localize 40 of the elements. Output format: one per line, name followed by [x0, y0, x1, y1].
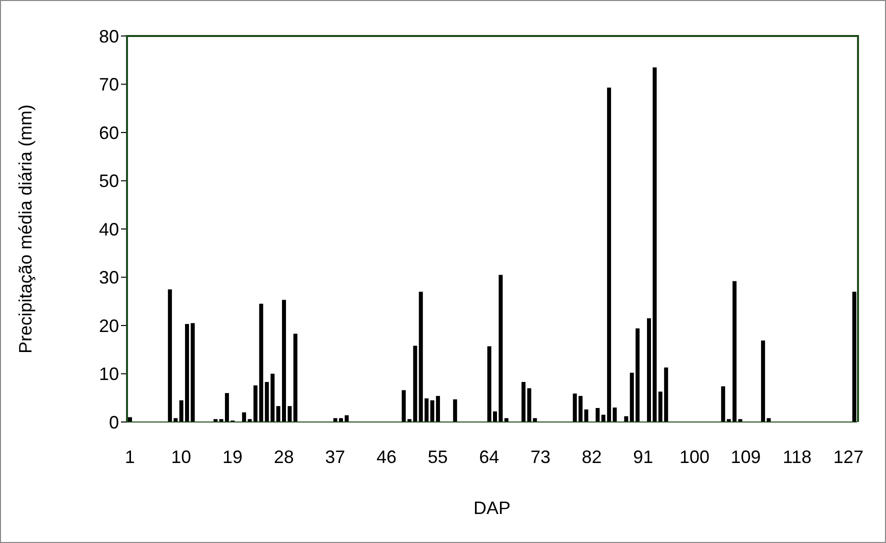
bar — [852, 292, 856, 422]
x-tick-label: 46 — [376, 446, 397, 467]
bar — [624, 416, 628, 422]
bar — [761, 340, 766, 422]
bar — [721, 386, 726, 422]
y-tick-label: 10 — [98, 364, 119, 384]
x-tick-label: 19 — [222, 446, 243, 467]
bar — [596, 408, 600, 422]
bar — [293, 334, 298, 422]
y-tick-label: 70 — [98, 74, 119, 95]
y-tick-label: 60 — [98, 122, 119, 143]
x-tick-label: 1 — [124, 446, 135, 467]
x-tick-label: 118 — [782, 446, 812, 467]
y-tick-label: 20 — [98, 316, 119, 336]
bar — [584, 409, 588, 422]
bar — [453, 399, 458, 422]
y-tick-label: 30 — [98, 268, 119, 288]
x-tick-label: 37 — [325, 446, 346, 467]
x-tick-label: 127 — [833, 446, 864, 467]
bar — [504, 418, 508, 422]
x-tick-label: 109 — [730, 446, 761, 467]
x-tick-label: 64 — [479, 446, 500, 467]
y-tick-label: 40 — [98, 219, 119, 240]
x-tick-label: 73 — [530, 446, 550, 467]
bar — [766, 418, 771, 422]
bar — [612, 408, 617, 422]
x-axis-title: DAP — [473, 498, 511, 518]
y-tick-label: 50 — [98, 171, 119, 192]
bar — [532, 418, 537, 422]
x-tick-label: 91 — [633, 446, 654, 467]
y-tick-label: 0 — [108, 412, 119, 432]
bar — [242, 412, 246, 422]
x-tick-label: 10 — [171, 446, 192, 467]
y-tick-label: 80 — [98, 26, 119, 46]
y-axis-title: Precipitação média diária (mm) — [15, 104, 36, 354]
x-tick-label: 100 — [679, 446, 710, 467]
bar — [128, 417, 132, 422]
x-tick-label: 28 — [274, 446, 294, 467]
x-tick-label: 55 — [428, 446, 448, 467]
x-tick-label: 82 — [582, 446, 602, 467]
